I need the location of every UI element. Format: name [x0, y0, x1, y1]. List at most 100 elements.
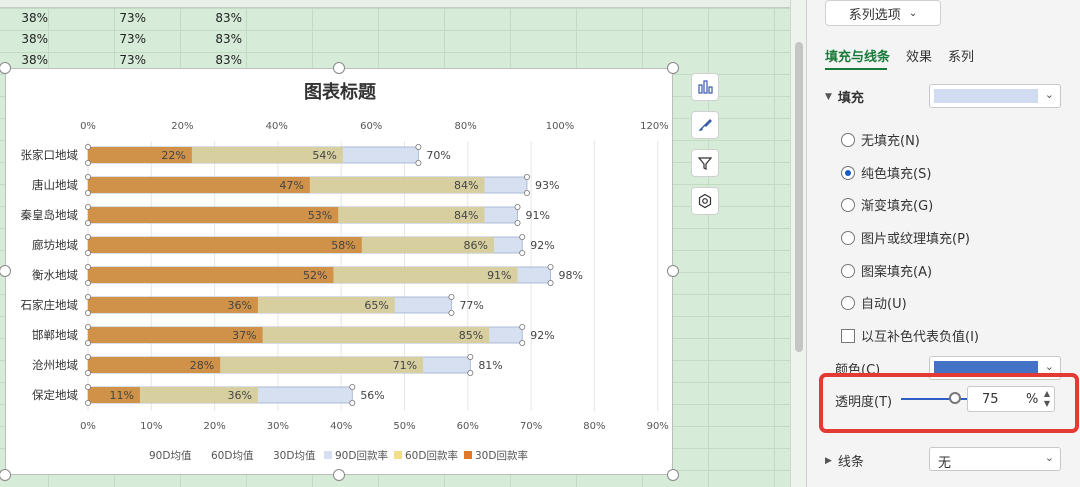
cell-value[interactable]: 73% — [119, 32, 146, 46]
fill-color-dropdown[interactable]: ⌄ — [929, 84, 1061, 108]
bar-selection-point — [547, 279, 554, 286]
top-axis-tick-label: 120% — [640, 121, 669, 132]
tab-series[interactable]: 系列 — [948, 50, 975, 65]
bar-selection-point — [85, 323, 92, 330]
radio-label: 自动(U) — [861, 297, 907, 312]
panel-tabs: 填充与线条 效果 系列 — [825, 46, 974, 65]
vertical-scrollbar[interactable] — [790, 0, 806, 487]
bar-2 — [88, 357, 221, 373]
resize-handle-top-left[interactable] — [0, 62, 11, 74]
data-label: 85% — [459, 329, 483, 342]
series-options-dropdown[interactable]: 系列选项 ⌄ — [825, 0, 941, 26]
data-label: 36% — [227, 299, 251, 312]
radio-button[interactable] — [841, 197, 855, 212]
chart-filter-button[interactable] — [691, 149, 719, 177]
bar-2 — [88, 327, 263, 343]
resize-handle-left[interactable] — [0, 265, 11, 277]
resize-handle-bottom-right[interactable] — [667, 469, 679, 481]
fill-section-header[interactable]: ▼ 填充 — [825, 87, 864, 106]
legend-entry: 60D回款率 — [405, 449, 458, 462]
cell-value[interactable]: 38% — [21, 32, 48, 46]
data-label: 47% — [279, 179, 303, 192]
highlight-box — [819, 373, 1079, 433]
radio-button[interactable] — [841, 295, 855, 310]
cell-value[interactable]: 83% — [215, 53, 242, 67]
radio-picture-fill[interactable]: 图片或纹理填充(P) — [841, 228, 970, 247]
spinner-icon[interactable]: ▲ ▼ — [1043, 389, 1050, 408]
resize-handle-top-right[interactable] — [667, 62, 679, 74]
data-label: 56% — [360, 389, 384, 402]
color-swatch — [934, 361, 1038, 375]
chart-elements-icon — [698, 80, 713, 94]
chart-elements-button[interactable] — [691, 73, 719, 101]
tab-fill-line[interactable]: 填充与线条 — [825, 50, 891, 65]
category-label: 石家庄地域 — [21, 298, 79, 312]
cell-value[interactable]: 38% — [21, 11, 48, 25]
line-dropdown[interactable]: 无 ⌄ — [929, 447, 1061, 471]
legend-swatch — [324, 451, 332, 459]
radio-button-checked[interactable] — [841, 165, 855, 180]
bar-selection-point — [519, 249, 526, 256]
format-panel: 系列选项 ⌄ 填充与线条 效果 系列 ▼ 填充 ⌄ 无填充(N) 纯色填充(S)… — [806, 0, 1080, 487]
legend-swatch — [464, 451, 472, 459]
data-label: 11% — [109, 389, 133, 402]
radio-button[interactable] — [841, 132, 855, 147]
top-axis-tick-label: 80% — [454, 121, 476, 132]
bar-selection-point — [547, 263, 554, 270]
resize-handle-bottom[interactable] — [333, 469, 345, 481]
radio-gradient-fill[interactable]: 渐变填充(G) — [841, 195, 933, 214]
bar-selection-point — [523, 174, 530, 181]
radio-no-fill[interactable]: 无填充(N) — [841, 130, 920, 149]
transparency-slider-track[interactable] — [901, 398, 973, 400]
radio-label: 纯色填充(S) — [861, 167, 932, 182]
chart-styles-button[interactable] — [691, 111, 719, 139]
radio-auto-fill[interactable]: 自动(U) — [841, 293, 907, 312]
cell-value[interactable]: 83% — [215, 32, 242, 46]
cell-value[interactable]: 73% — [119, 11, 146, 25]
transparency-value[interactable]: 75 — [982, 392, 999, 407]
transparency-input[interactable]: 75 % ▲ ▼ — [967, 386, 1055, 412]
category-label: 廊坊地域 — [32, 238, 78, 252]
data-label: 65% — [364, 299, 388, 312]
bottom-axis-tick-label: 40% — [330, 421, 352, 432]
radio-pattern-fill[interactable]: 图案填充(A) — [841, 261, 932, 280]
resize-handle-top[interactable] — [333, 62, 345, 74]
tab-effects[interactable]: 效果 — [906, 50, 933, 65]
bar-selection-point — [415, 160, 422, 167]
scrollbar-thumb[interactable] — [795, 42, 803, 352]
line-section-header[interactable]: ▶ 线条 — [825, 451, 864, 470]
bar-selection-point — [85, 144, 92, 151]
bar-2 — [88, 267, 334, 283]
bar-2 — [88, 147, 192, 163]
category-label: 沧州地域 — [32, 358, 78, 372]
resize-handle-bottom-left[interactable] — [0, 469, 11, 481]
chart-settings-button[interactable] — [691, 187, 719, 215]
invert-negative-checkbox[interactable] — [841, 328, 855, 343]
transparency-slider-knob[interactable] — [949, 392, 961, 404]
bottom-axis-tick-label: 30% — [267, 421, 289, 432]
bar-selection-point — [349, 383, 356, 390]
fill-color-swatch — [934, 89, 1038, 103]
bar-selection-point — [467, 369, 474, 376]
radio-button[interactable] — [841, 230, 855, 245]
radio-button[interactable] — [841, 263, 855, 278]
invert-negative-checkbox-row[interactable]: 以互补色代表负值(I) — [841, 326, 979, 345]
legend-entry: 90D回款率 — [335, 449, 388, 462]
chart-area[interactable]: 图表标题 0% 20% 40% 60% 80% 100% 120% 0% 10% 20% 30% 40%… — [5, 68, 673, 475]
bar-selection-point — [85, 203, 92, 210]
bar-selection-point — [85, 249, 92, 256]
cell-value[interactable]: 83% — [215, 11, 242, 25]
bar-selection-point — [85, 190, 92, 197]
legend-entry: 90D均值 — [149, 449, 192, 462]
radio-solid-fill[interactable]: 纯色填充(S) — [841, 163, 931, 182]
category-label: 邯郸地域 — [32, 328, 78, 342]
bar-2 — [88, 207, 339, 223]
brush-icon — [699, 119, 712, 131]
cell-value[interactable]: 73% — [119, 53, 146, 67]
bottom-axis-tick-label: 50% — [393, 421, 415, 432]
radio-label: 图案填充(A) — [861, 265, 933, 280]
resize-handle-right[interactable] — [667, 265, 679, 277]
caret-right-icon: ▶ — [825, 455, 832, 466]
cell-value[interactable]: 38% — [21, 53, 48, 67]
category-label: 张家口地域 — [21, 148, 79, 162]
